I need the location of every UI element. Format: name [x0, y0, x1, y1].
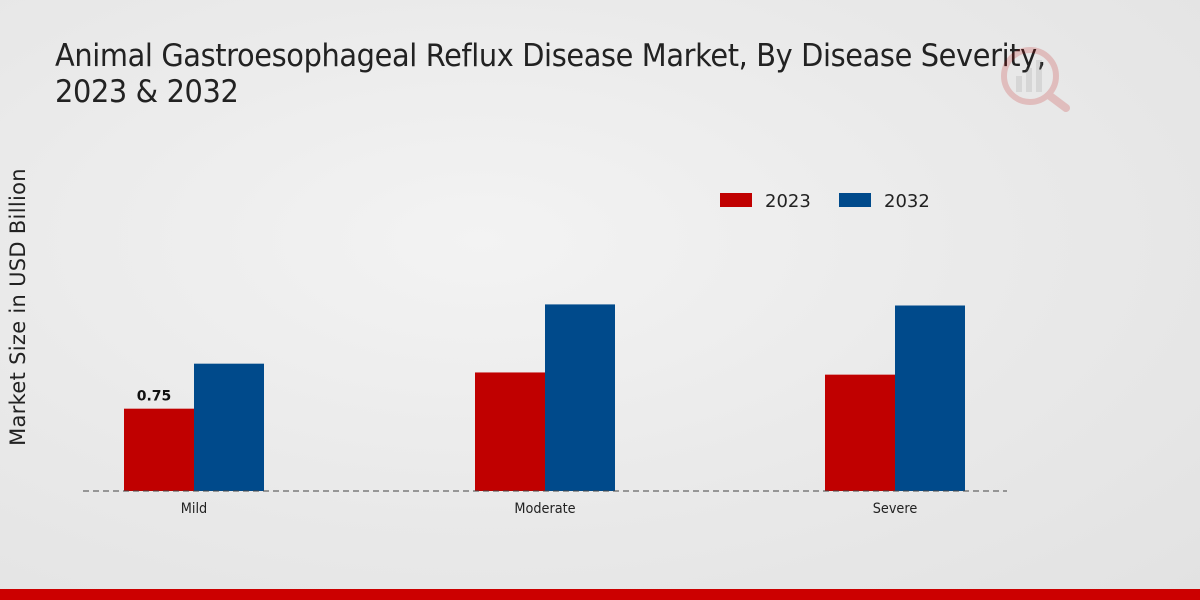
legend: 2023 2032 [720, 191, 930, 212]
bar-mild-2023 [124, 408, 194, 491]
bar-severe-2023 [825, 374, 895, 491]
bars-layer [124, 304, 965, 491]
x-tick-labels: Mild Moderate Severe [181, 502, 917, 518]
x-tick-label-mild: Mild [181, 502, 207, 518]
legend-label-2023: 2023 [765, 191, 811, 212]
footer-bar [0, 589, 1200, 600]
bar-mild-2032 [194, 363, 264, 491]
bar-moderate-2032 [545, 304, 615, 491]
data-label-mild-2023: 0.75 [137, 389, 172, 405]
brand-logo-icon [1001, 47, 1070, 112]
legend-swatch-2023 [720, 193, 752, 207]
x-tick-label-moderate: Moderate [514, 502, 575, 518]
chart-title: Animal Gastroesophageal Reflux Disease M… [55, 38, 1046, 110]
bar-severe-2032 [895, 305, 965, 491]
labels-layer: 0.75 [137, 389, 172, 405]
legend-label-2032: 2032 [884, 191, 930, 212]
legend-swatch-2032 [839, 193, 871, 207]
x-tick-label-severe: Severe [873, 502, 918, 518]
bar-moderate-2023 [475, 372, 545, 491]
